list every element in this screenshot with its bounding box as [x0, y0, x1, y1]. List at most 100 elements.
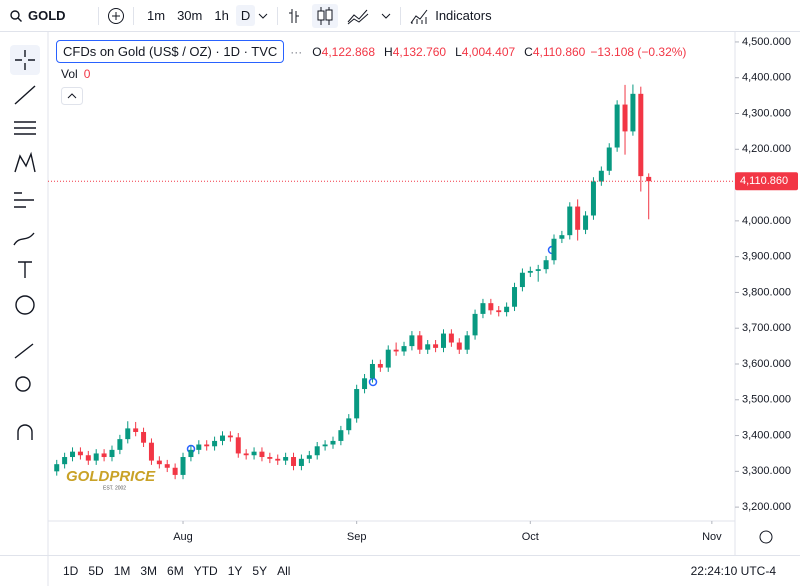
y-tick-label: 3,800.000: [742, 286, 791, 298]
ohlc-label: O: [312, 44, 322, 59]
candle-body: [101, 453, 107, 458]
candle-body: [243, 453, 249, 456]
area-style[interactable]: [346, 6, 372, 26]
pattern-tool[interactable]: [14, 151, 36, 173]
candle-body: [219, 435, 225, 441]
range-button[interactable]: 5Y: [252, 564, 268, 578]
forecast-tool[interactable]: [14, 192, 34, 208]
y-tick-label: 3,600.000: [742, 358, 791, 370]
separator: [400, 6, 402, 25]
change: −13.108 (−0.32%): [590, 44, 687, 59]
range-button[interactable]: 1M: [113, 564, 131, 578]
y-tick-label: 4,000.000: [742, 215, 791, 227]
crosshair-tool[interactable]: [15, 50, 35, 70]
interval[interactable]: 1h: [214, 8, 229, 23]
interval[interactable]: D: [235, 5, 256, 26]
interval-menu[interactable]: [257, 10, 269, 22]
candle-body: [472, 313, 478, 336]
interval[interactable]: 1m: [147, 8, 166, 23]
candle-body: [504, 306, 510, 313]
bar-style[interactable]: [286, 6, 306, 26]
candle-body: [188, 449, 194, 458]
candle-body: [283, 457, 289, 461]
magnet-tool[interactable]: [17, 424, 33, 440]
y-tick-label: 3,900.000: [742, 251, 791, 263]
range-button[interactable]: All: [277, 564, 291, 578]
candle-body: [109, 449, 115, 458]
legend-dots[interactable]: ···: [290, 44, 303, 59]
style-menu[interactable]: [380, 10, 392, 22]
ohlc-label: H: [384, 44, 393, 59]
y-tick-label: 3,500.000: [742, 394, 791, 406]
symbol-search[interactable]: GOLD: [10, 8, 90, 23]
range-button[interactable]: 3M: [140, 564, 158, 578]
x-tick-label: Nov: [702, 531, 722, 543]
y-tick-label: 4,200.000: [742, 143, 791, 155]
candle-body: [306, 455, 312, 459]
candle-body: [456, 342, 462, 350]
candle-body: [125, 428, 131, 440]
chart-legend: CFDs on Gold (US$ / OZ) · 1D · TVC ··· O…: [56, 40, 691, 63]
y-tick-label: 4,400.000: [742, 72, 791, 84]
event-markers: [186, 245, 557, 454]
trendline-tool[interactable]: [14, 85, 36, 105]
candle-body: [77, 451, 83, 456]
settings-icon[interactable]: [759, 530, 773, 544]
y-tick-label: 4,300.000: [742, 107, 791, 119]
range-button[interactable]: 5D: [88, 564, 104, 578]
compare-button[interactable]: [107, 7, 125, 25]
candle-body: [180, 457, 186, 475]
candle-style[interactable]: [312, 3, 339, 28]
search-icon: [10, 9, 22, 22]
candle-body: [527, 270, 533, 273]
ohlc-label: C: [524, 44, 533, 59]
x-tick-label: Sep: [347, 531, 367, 543]
candle-body: [575, 206, 581, 230]
tool-active-bg: [10, 45, 40, 75]
ohlc-value: 4,122.868: [321, 44, 376, 59]
candle-body: [590, 181, 596, 216]
ohlc-label: L: [455, 44, 462, 59]
candle-body: [322, 444, 328, 447]
candle-body: [275, 458, 281, 461]
candle-body: [512, 287, 518, 307]
candle-body: [70, 451, 76, 458]
candle-body: [133, 428, 139, 432]
candle-body: [559, 235, 565, 239]
candle-body: [85, 455, 91, 461]
range-button[interactable]: YTD: [193, 564, 218, 578]
icon-tool[interactable]: [15, 295, 35, 315]
fib-tool[interactable]: [14, 121, 36, 135]
zoom-tool[interactable]: [15, 376, 31, 392]
ohlc-value: 4,004.407: [461, 44, 516, 59]
text-tool[interactable]: [18, 261, 32, 278]
volume-legend: Vol 0: [61, 67, 90, 81]
candle-body: [346, 418, 352, 431]
y-tick-label: 3,700.000: [742, 322, 791, 334]
range-button[interactable]: 6M: [167, 564, 184, 578]
indicators-button[interactable]: Indicators: [435, 8, 492, 23]
candle-body: [646, 176, 652, 182]
candle-body: [267, 457, 273, 459]
measure-tool[interactable]: [14, 343, 34, 359]
range-button[interactable]: 1Y: [227, 564, 243, 578]
range-button[interactable]: 1D: [63, 564, 79, 578]
candle-body: [606, 147, 612, 171]
x-tick-label: Oct: [522, 531, 539, 543]
candle-body: [598, 170, 604, 182]
separator: [133, 6, 134, 25]
brush-tool[interactable]: [13, 232, 35, 246]
candle-body: [614, 104, 620, 148]
indicators-icon[interactable]: [409, 7, 429, 25]
candle-body: [440, 333, 446, 348]
candle-body: [93, 453, 99, 461]
chart-title[interactable]: CFDs on Gold (US$ / OZ) · 1D · TVC: [56, 40, 285, 63]
collapse-button[interactable]: [61, 87, 83, 105]
y-tick-label: 3,400.000: [742, 429, 791, 441]
event-marker[interactable]: [368, 377, 378, 387]
interval[interactable]: 30m: [177, 8, 203, 23]
bottom-toolbar: 1D 5D 1M 3M 6M YTD 1Y 5Y All 22:24:10 UTC-4: [0, 555, 800, 586]
candle-body: [291, 457, 297, 466]
